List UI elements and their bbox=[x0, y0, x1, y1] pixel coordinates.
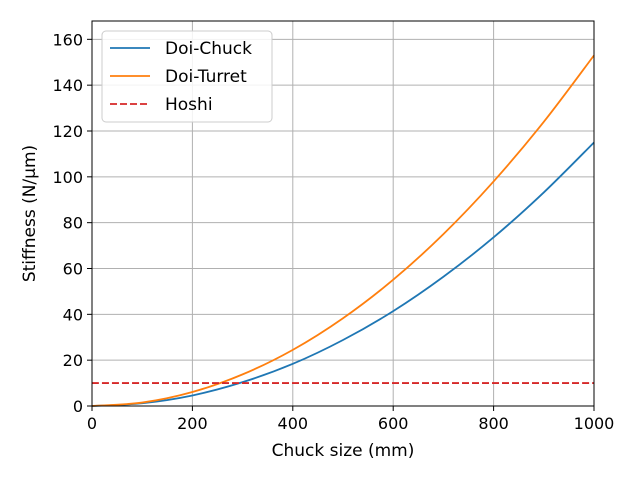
y-tick-label: 40 bbox=[63, 305, 83, 324]
x-tick-label: 200 bbox=[177, 414, 208, 433]
y-axis-ticks: 0 20 40 60 80 100 120 140 160 bbox=[52, 30, 92, 416]
y-tick-label: 100 bbox=[52, 168, 83, 187]
legend-label: Doi-Turret bbox=[165, 67, 247, 87]
y-tick-label: 80 bbox=[63, 214, 83, 233]
legend-box bbox=[101, 30, 273, 123]
x-tick-label: 400 bbox=[278, 414, 309, 433]
x-tick-label: 1000 bbox=[574, 414, 615, 433]
legend-label: Doi-Chuck bbox=[165, 39, 252, 59]
series-line-doi-turret bbox=[91, 54, 595, 407]
y-tick-label: 120 bbox=[52, 122, 83, 141]
y-tick-label: 160 bbox=[52, 30, 83, 49]
plot-frame bbox=[91, 20, 595, 407]
legend-label: Hoshi bbox=[165, 95, 213, 115]
series-line-doi-chuck bbox=[91, 141, 595, 407]
x-tick-label: 600 bbox=[378, 414, 409, 433]
y-tick-label: 20 bbox=[63, 351, 83, 370]
y-axis-label: Stiffness (N/µm) bbox=[20, 145, 40, 282]
series-lines bbox=[91, 54, 595, 407]
legend: Doi-Chuck Doi-Turret Hoshi bbox=[101, 30, 273, 123]
x-axis-label: Chuck size (mm) bbox=[272, 441, 415, 461]
x-tick-label: 800 bbox=[478, 414, 509, 433]
x-axis-ticks: 0 200 400 600 800 1000 bbox=[87, 406, 614, 433]
y-tick-label: 60 bbox=[63, 260, 83, 279]
y-tick-label: 0 bbox=[73, 397, 83, 416]
x-tick-label: 0 bbox=[87, 414, 97, 433]
y-tick-label: 140 bbox=[52, 76, 83, 95]
